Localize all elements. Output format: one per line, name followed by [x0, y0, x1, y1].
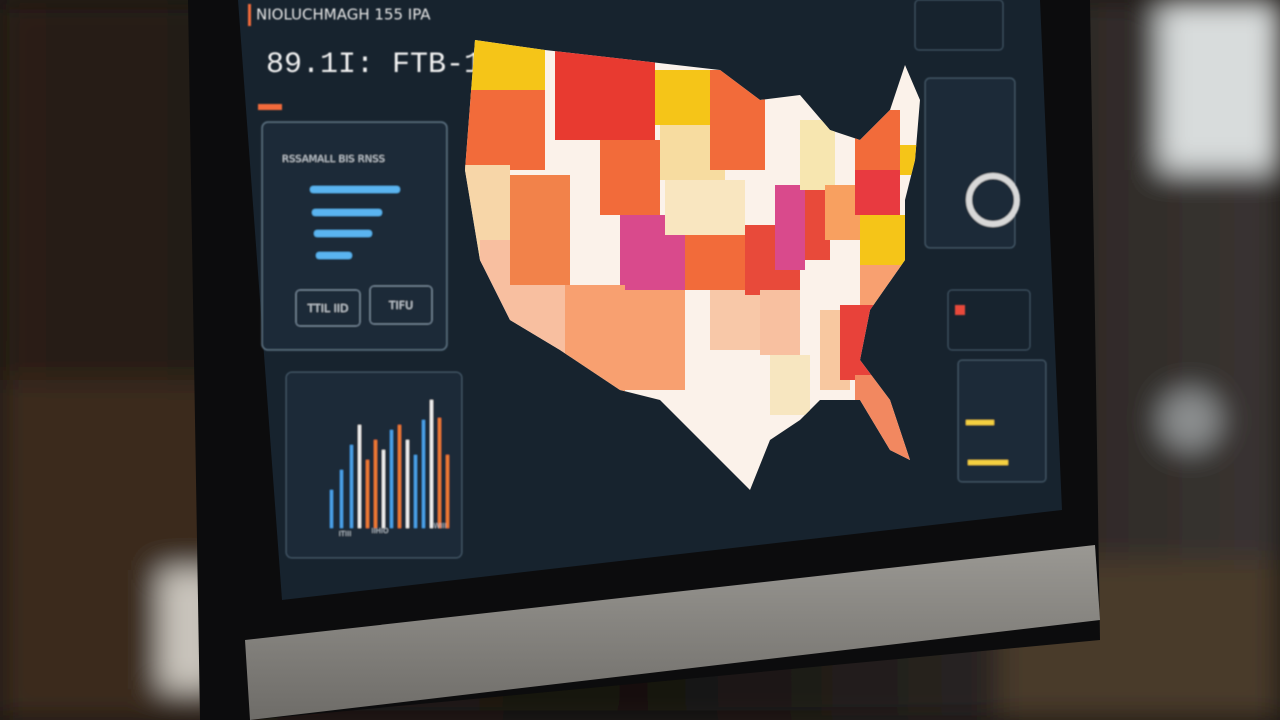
accent	[258, 104, 282, 110]
bar	[968, 460, 1008, 465]
panel	[947, 289, 1031, 351]
button-label: TTIL IID	[306, 302, 348, 315]
button-label: TIFU	[388, 299, 413, 312]
bar	[314, 230, 372, 237]
panel	[924, 77, 1016, 249]
panel	[914, 0, 1004, 51]
panel-title: RSSAMALL BIS RNSS	[282, 154, 385, 165]
button[interactable]	[369, 285, 433, 325]
axis-label: ITIII	[339, 530, 352, 538]
monitor-chin	[245, 545, 1100, 720]
button[interactable]	[295, 289, 361, 327]
bar	[316, 252, 352, 259]
bar	[966, 420, 994, 425]
bar	[310, 186, 400, 193]
bar	[312, 209, 382, 216]
donut	[966, 173, 1020, 227]
accent	[248, 4, 251, 26]
dashboard-title: NIOLUCHMAGH 155 IPA	[256, 6, 431, 24]
axis-label: IIHIO	[372, 527, 389, 535]
legend-swatch	[955, 305, 965, 315]
axis-label: WIII	[433, 522, 446, 530]
bar-chart	[330, 400, 449, 528]
panel	[957, 359, 1047, 483]
